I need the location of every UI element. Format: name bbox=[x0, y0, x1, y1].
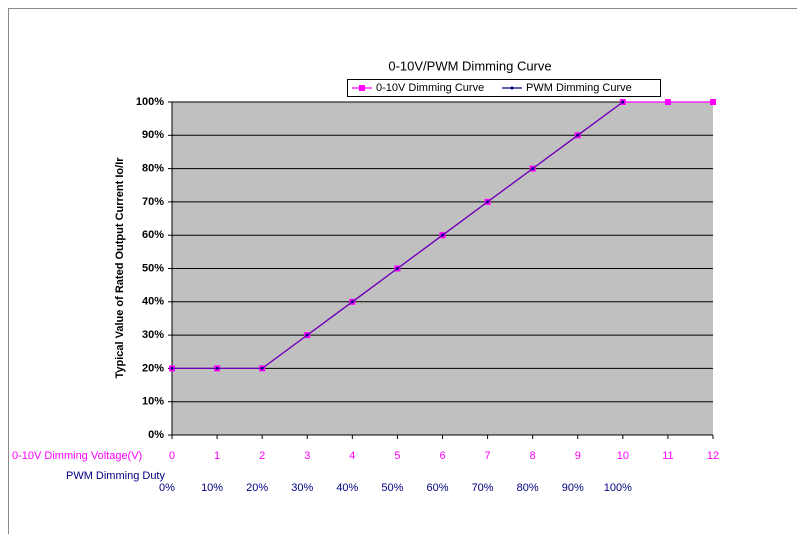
y-tick-label: 0% bbox=[148, 429, 164, 441]
x-tick-label: 6 bbox=[439, 450, 445, 462]
marker bbox=[441, 233, 444, 237]
x2-tick-label: 20% bbox=[246, 482, 268, 494]
x-tick-label: 4 bbox=[349, 450, 355, 462]
marker bbox=[621, 100, 625, 104]
x2-tick-label: 10% bbox=[201, 482, 223, 494]
x-tick-label: 1 bbox=[214, 450, 220, 462]
x-tick-label: 8 bbox=[530, 450, 536, 462]
legend-marker bbox=[510, 86, 514, 90]
x-tick-label: 0 bbox=[169, 450, 175, 462]
x-tick-label: 9 bbox=[575, 450, 581, 462]
x-tick-label: 2 bbox=[259, 450, 265, 462]
x2-tick-label: 40% bbox=[336, 482, 358, 494]
marker bbox=[531, 167, 535, 171]
marker bbox=[576, 133, 580, 137]
marker bbox=[710, 99, 716, 105]
y-tick-label: 50% bbox=[142, 262, 164, 274]
x-tick-label: 3 bbox=[304, 450, 310, 462]
marker bbox=[395, 267, 399, 270]
x2-tick-label: 0% bbox=[159, 482, 175, 494]
legend-label: PWM Dimming Curve bbox=[526, 82, 632, 94]
marker bbox=[350, 300, 354, 304]
x-tick-label: 7 bbox=[485, 450, 491, 462]
x-axis-label: 0-10V Dimming Voltage(V) bbox=[12, 450, 142, 462]
x2-tick-label: 100% bbox=[604, 482, 632, 494]
y-tick-label: 30% bbox=[142, 329, 164, 341]
y-tick-label: 100% bbox=[136, 96, 164, 108]
y-tick-label: 90% bbox=[142, 129, 164, 141]
legend-label: 0-10V Dimming Curve bbox=[376, 82, 484, 94]
x-tick-label: 11 bbox=[662, 450, 673, 462]
marker bbox=[486, 200, 490, 204]
marker bbox=[305, 333, 309, 337]
x2-tick-label: 50% bbox=[381, 482, 403, 494]
x2-tick-label: 60% bbox=[426, 482, 448, 494]
marker bbox=[260, 366, 264, 370]
y-tick-label: 40% bbox=[142, 296, 164, 308]
x-tick-label: 5 bbox=[394, 450, 400, 462]
y-tick-label: 60% bbox=[142, 229, 164, 241]
y-tick-label: 10% bbox=[142, 396, 164, 408]
y-tick-label: 80% bbox=[142, 163, 164, 175]
x-tick-label: 10 bbox=[617, 450, 629, 462]
x2-tick-label: 80% bbox=[517, 482, 539, 494]
x2-tick-label: 90% bbox=[562, 482, 584, 494]
y-tick-label: 20% bbox=[142, 362, 164, 374]
y-tick-label: 70% bbox=[142, 196, 164, 208]
chart-title: 0-10V/PWM Dimming Curve bbox=[388, 58, 551, 73]
x-tick-label: 12 bbox=[707, 450, 719, 462]
x2-axis-label: PWM Dimming Duty bbox=[66, 470, 166, 482]
marker bbox=[664, 99, 671, 105]
marker bbox=[215, 366, 219, 370]
x2-tick-label: 70% bbox=[472, 482, 494, 494]
y-axis-label: Typical Value of Rated Output Current Io… bbox=[114, 157, 126, 379]
legend-marker bbox=[359, 85, 365, 91]
marker bbox=[170, 366, 174, 370]
x2-tick-label: 30% bbox=[291, 482, 313, 494]
